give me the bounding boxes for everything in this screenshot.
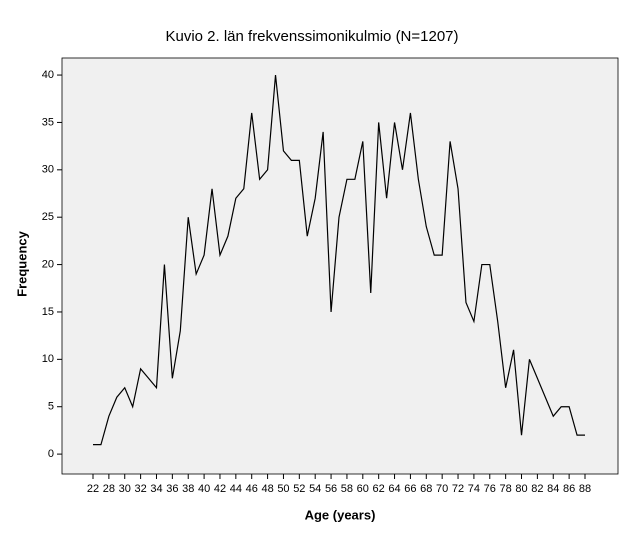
x-tick-label: 80 — [515, 483, 527, 495]
y-tick-label: 35 — [42, 116, 54, 128]
x-tick-label: 34 — [150, 483, 162, 495]
x-tick-label: 40 — [198, 483, 210, 495]
x-tick-label: 46 — [246, 483, 258, 495]
x-axis-title: Age (years) — [305, 507, 376, 522]
x-tick-label: 22 — [87, 483, 99, 495]
x-tick-label: 66 — [404, 483, 416, 495]
x-tick-label: 72 — [452, 483, 464, 495]
x-tick-label: 86 — [563, 483, 575, 495]
x-tick-label: 82 — [531, 483, 543, 495]
x-tick-label: 28 — [103, 483, 115, 495]
x-tick-label: 78 — [500, 483, 512, 495]
x-tick-label: 44 — [230, 483, 242, 495]
y-tick-label: 5 — [48, 401, 54, 413]
x-tick-label: 56 — [325, 483, 337, 495]
y-tick-label: 20 — [42, 258, 54, 270]
x-tick-label: 74 — [468, 483, 480, 495]
x-tick-label: 38 — [182, 483, 194, 495]
y-tick-label: 40 — [42, 69, 54, 81]
x-tick-label: 58 — [341, 483, 353, 495]
x-tick-label: 88 — [579, 483, 591, 495]
x-tick-label: 64 — [388, 483, 400, 495]
x-tick-label: 48 — [261, 483, 273, 495]
y-tick-label: 25 — [42, 211, 54, 223]
x-tick-label: 52 — [293, 483, 305, 495]
y-tick-label: 30 — [42, 164, 54, 176]
x-tick-label: 84 — [547, 483, 559, 495]
x-tick-label: 42 — [214, 483, 226, 495]
x-tick-label: 60 — [357, 483, 369, 495]
x-tick-label: 70 — [436, 483, 448, 495]
x-tick-label: 54 — [309, 483, 321, 495]
x-tick-label: 32 — [134, 483, 146, 495]
y-tick-label: 0 — [48, 448, 54, 460]
x-tick-label: 68 — [420, 483, 432, 495]
x-tick-label: 30 — [119, 483, 131, 495]
x-tick-label: 50 — [277, 483, 289, 495]
plot-area — [61, 57, 619, 475]
x-tick-label: 62 — [373, 483, 385, 495]
x-tick-label: 76 — [484, 483, 496, 495]
x-tick-label: 36 — [166, 483, 178, 495]
y-tick-label: 10 — [42, 353, 54, 365]
y-axis-title: Frequency — [14, 230, 29, 297]
y-tick-label: 15 — [42, 306, 54, 318]
chart-title: Kuvio 2. län frekvenssimonikulmio (N=120… — [165, 28, 458, 45]
data-line — [93, 74, 585, 446]
